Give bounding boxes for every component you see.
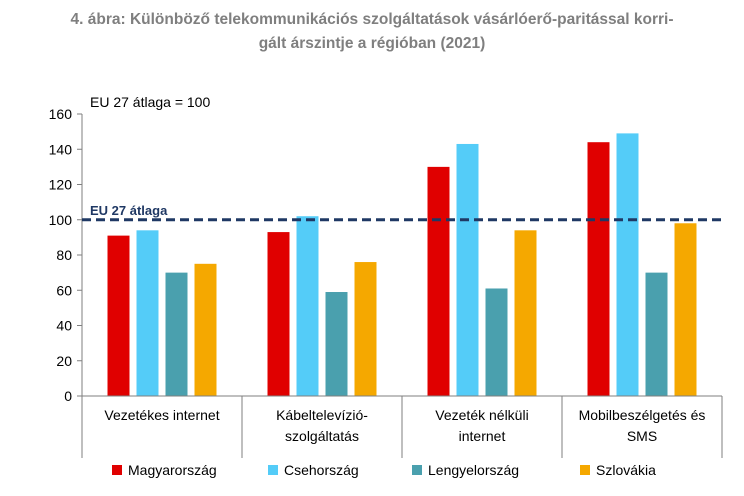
bar-2-2 <box>485 288 508 396</box>
bar-3-2 <box>514 230 537 396</box>
x-tick-label-2-0: Vezeték nélküli <box>435 407 528 423</box>
chart-title-line-1: 4. ábra: Különböző telekommunikációs szo… <box>70 11 674 28</box>
y-tick-label-80: 80 <box>56 247 72 263</box>
legend-swatch-2 <box>412 465 422 475</box>
bar-3-3 <box>674 223 697 396</box>
reference-line-label: EU 27 átlaga <box>90 203 168 218</box>
bar-3-1 <box>354 262 377 396</box>
bar-0-1 <box>267 232 290 396</box>
legend-item-0: Magyarország <box>112 462 217 478</box>
bar-1-1 <box>296 216 319 396</box>
bar-0-0 <box>107 235 130 396</box>
bar-1-2 <box>456 143 479 396</box>
chart-title: 4. ábra: Különböző telekommunikációs szo… <box>0 8 744 56</box>
x-tick-label-3-0: Mobilbeszélgetés és <box>579 407 706 423</box>
bar-0-3 <box>587 142 610 396</box>
bar-2-3 <box>645 272 668 396</box>
legend-item-1: Csehország <box>268 462 359 478</box>
x-tick-label-2-1: internet <box>459 428 506 444</box>
y-tick-label-20: 20 <box>56 353 72 369</box>
chart-legend: Magyarország Csehország Lengyelország Szlov… <box>0 462 744 486</box>
legend-item-3: Szlovákia <box>580 462 656 478</box>
x-tick-label-3-1: SMS <box>627 428 657 444</box>
y-tick-label-0: 0 <box>64 388 72 404</box>
annotation-eu-average: EU 27 átlaga = 100 <box>90 94 210 110</box>
bar-2-1 <box>325 292 348 396</box>
bar-1-0 <box>136 230 159 396</box>
y-tick-label-40: 40 <box>56 318 72 334</box>
bar-3-0 <box>194 263 217 396</box>
bar-0-2 <box>427 166 450 396</box>
legend-label-0: Magyarország <box>128 462 217 478</box>
legend-label-3: Szlovákia <box>596 462 656 478</box>
legend-label-1: Csehország <box>284 462 359 478</box>
x-tick-label-1-0: Kábeltelevízió- <box>276 407 368 423</box>
legend-item-2: Lengyelország <box>412 462 519 478</box>
y-tick-label-120: 120 <box>49 177 73 193</box>
legend-label-2: Lengyelország <box>428 462 520 478</box>
bar-chart: 0 20 40 60 80 100 120 140 160 Vezetékes internet K… <box>49 94 723 458</box>
legend-swatch-1 <box>268 465 278 475</box>
y-tick-label-160: 160 <box>49 106 73 122</box>
bar-2-0 <box>165 272 188 396</box>
y-tick-label-100: 100 <box>49 212 73 228</box>
bar-1-3 <box>616 133 639 396</box>
x-tick-label-1-1: szolgáltatás <box>285 428 359 444</box>
y-tick-label-140: 140 <box>49 141 73 157</box>
chart-title-line-2: gált árszintje a régióban (2021) <box>258 35 486 52</box>
legend-swatch-3 <box>580 465 590 475</box>
x-tick-label-0-0: Vezetékes internet <box>104 407 219 423</box>
legend-swatch-0 <box>112 465 122 475</box>
y-tick-label-60: 60 <box>56 282 72 298</box>
